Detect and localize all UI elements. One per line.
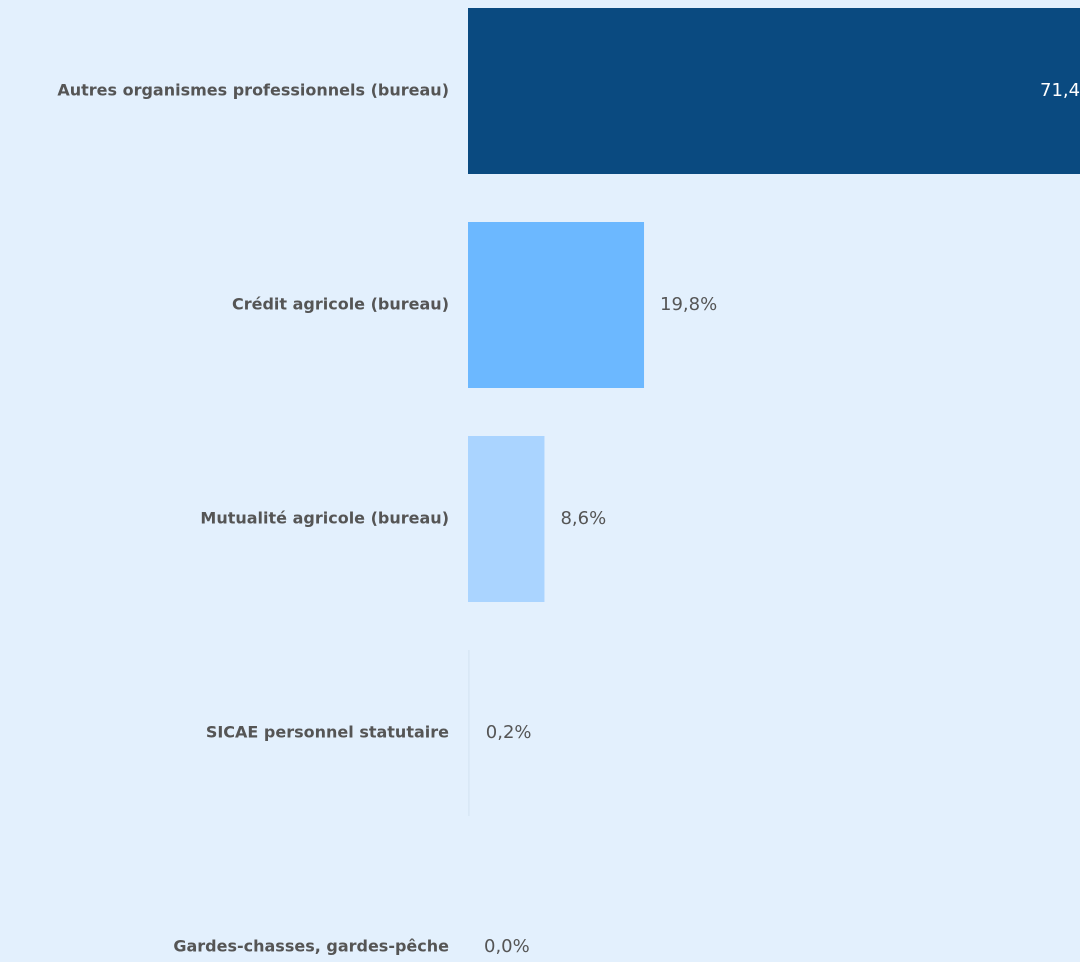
category-label: Gardes-chasses, gardes-pêche [173, 937, 449, 956]
value-label: 19,8% [660, 294, 717, 315]
category-label: SICAE personnel statutaire [206, 723, 449, 742]
bar [468, 650, 470, 816]
category-label: Crédit agricole (bureau) [232, 295, 449, 314]
value-label: 8,6% [560, 508, 606, 529]
bar [468, 8, 1080, 174]
value-label: 71,4% [1040, 80, 1080, 101]
category-label: Autres organismes professionnels (bureau… [57, 81, 449, 100]
category-label: Mutualité agricole (bureau) [200, 509, 449, 528]
value-label: 0,0% [484, 936, 530, 957]
bar [468, 222, 645, 388]
bar [468, 436, 545, 602]
value-label: 0,2% [486, 722, 532, 743]
